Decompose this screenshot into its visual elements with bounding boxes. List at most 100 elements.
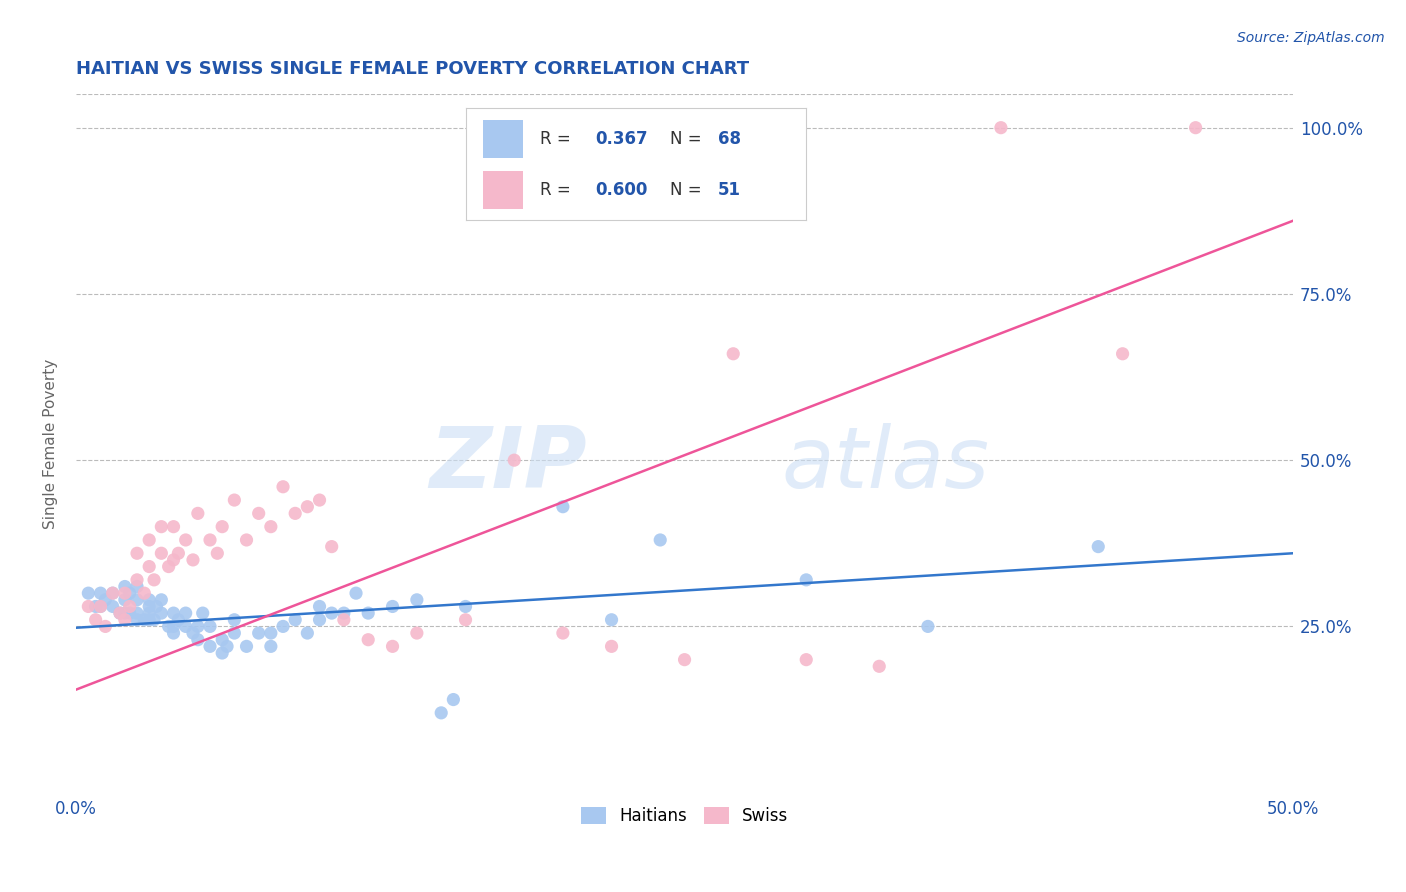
Point — [284, 507, 307, 521]
Point — [150, 606, 173, 620]
Point — [1111, 347, 1133, 361]
Point — [138, 533, 160, 547]
Point — [600, 613, 623, 627]
Point — [381, 599, 404, 614]
Point — [138, 592, 160, 607]
Point — [503, 453, 526, 467]
Point — [187, 619, 209, 633]
Point — [162, 606, 184, 620]
Point — [118, 606, 141, 620]
Point — [108, 606, 131, 620]
Point — [794, 653, 817, 667]
Point — [150, 519, 173, 533]
Point — [84, 599, 107, 614]
Point — [215, 640, 238, 654]
Point — [143, 613, 166, 627]
Point — [174, 619, 197, 633]
Point — [134, 613, 156, 627]
Point — [224, 626, 246, 640]
Point — [211, 632, 233, 647]
Point — [125, 573, 148, 587]
Point — [134, 586, 156, 600]
Point — [94, 619, 117, 633]
Point — [224, 613, 246, 627]
Point — [101, 586, 124, 600]
Point — [235, 533, 257, 547]
Point — [187, 632, 209, 647]
Point — [150, 546, 173, 560]
Point — [114, 592, 136, 607]
Text: HAITIAN VS SWISS SINGLE FEMALE POVERTY CORRELATION CHART: HAITIAN VS SWISS SINGLE FEMALE POVERTY C… — [76, 60, 749, 78]
Point — [101, 586, 124, 600]
Point — [260, 519, 283, 533]
Point — [77, 586, 100, 600]
Point — [138, 606, 160, 620]
Point — [162, 553, 184, 567]
Point — [143, 573, 166, 587]
Text: atlas: atlas — [782, 423, 990, 506]
Point — [145, 599, 167, 614]
Point — [114, 606, 136, 620]
Point — [917, 619, 939, 633]
Point — [207, 546, 229, 560]
Point — [430, 706, 453, 720]
Point — [125, 592, 148, 607]
Point — [125, 580, 148, 594]
Point — [721, 347, 744, 361]
Point — [198, 533, 221, 547]
Point — [224, 493, 246, 508]
Point — [162, 519, 184, 533]
Point — [344, 586, 367, 600]
Point — [1184, 120, 1206, 135]
Point — [174, 606, 197, 620]
Point — [167, 546, 190, 560]
Point — [271, 619, 294, 633]
Text: Source: ZipAtlas.com: Source: ZipAtlas.com — [1237, 31, 1385, 45]
Point — [1087, 540, 1109, 554]
Point — [308, 599, 330, 614]
Text: ZIP: ZIP — [430, 423, 588, 506]
Point — [118, 599, 141, 614]
Point — [94, 592, 117, 607]
Point — [150, 592, 173, 607]
Point — [181, 553, 204, 567]
Point — [162, 619, 184, 633]
Point — [381, 640, 404, 654]
Point — [198, 640, 221, 654]
Point — [271, 480, 294, 494]
Point — [308, 493, 330, 508]
Point — [89, 586, 111, 600]
Point — [260, 626, 283, 640]
Point — [167, 613, 190, 627]
Point — [247, 507, 270, 521]
Point — [297, 500, 319, 514]
Point — [650, 533, 672, 547]
Point — [89, 599, 111, 614]
Point — [118, 586, 141, 600]
Point — [162, 626, 184, 640]
Point — [138, 559, 160, 574]
Y-axis label: Single Female Poverty: Single Female Poverty — [44, 359, 58, 529]
Point — [108, 606, 131, 620]
Point — [125, 613, 148, 627]
Point — [114, 613, 136, 627]
Point — [357, 632, 380, 647]
Point — [211, 646, 233, 660]
Point — [198, 619, 221, 633]
Point — [211, 519, 233, 533]
Point — [138, 613, 160, 627]
Point — [308, 613, 330, 627]
Point — [794, 573, 817, 587]
Point — [551, 626, 574, 640]
Point — [868, 659, 890, 673]
Point — [454, 613, 477, 627]
Point — [181, 626, 204, 640]
Point — [673, 653, 696, 667]
Point — [333, 606, 356, 620]
Point — [551, 500, 574, 514]
Legend: Haitians, Swiss: Haitians, Swiss — [572, 798, 797, 833]
Point — [187, 507, 209, 521]
Point — [297, 626, 319, 640]
Point — [990, 120, 1012, 135]
Point — [77, 599, 100, 614]
